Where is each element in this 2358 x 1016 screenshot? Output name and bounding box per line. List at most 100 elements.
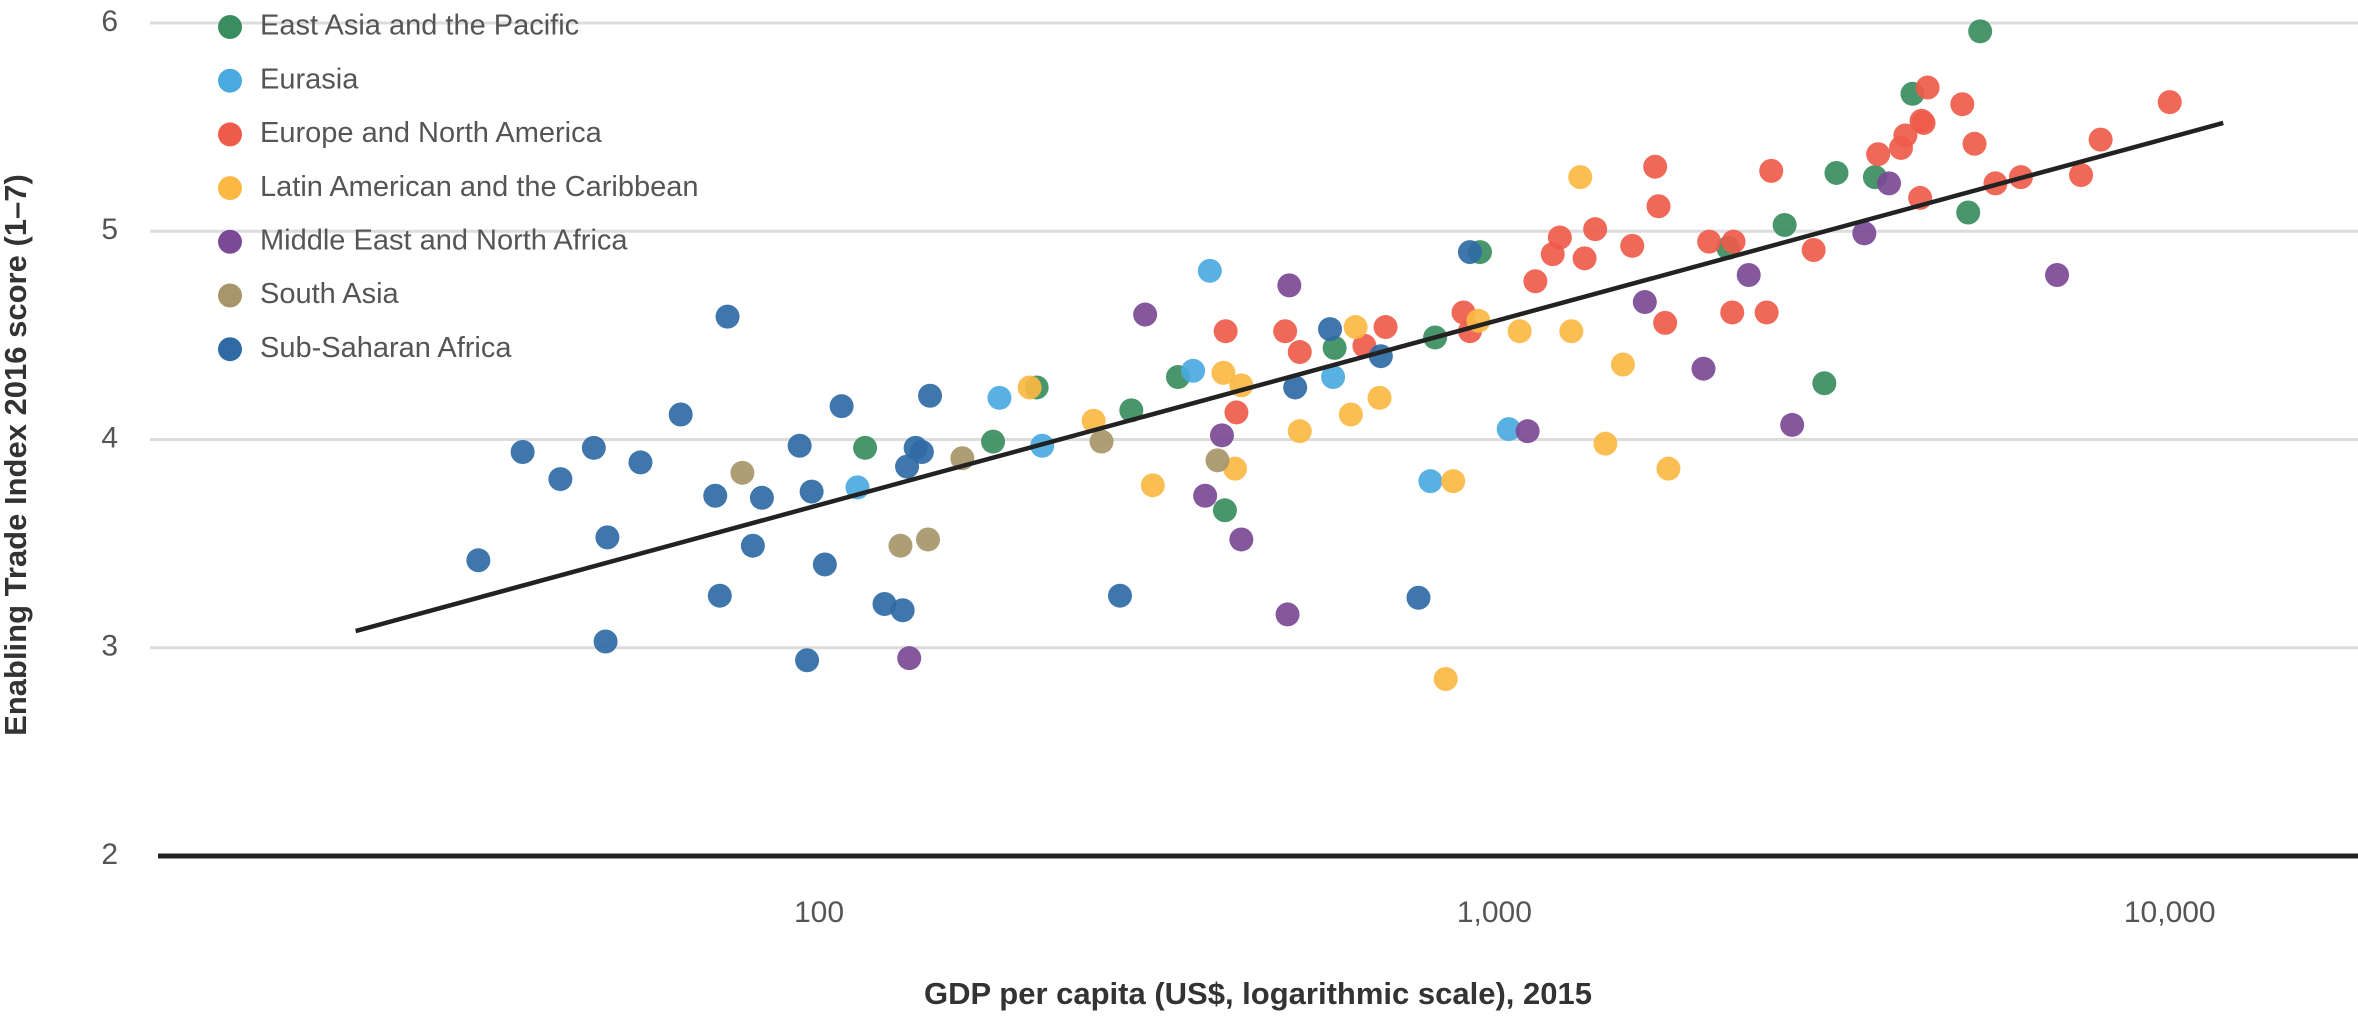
scatter-point xyxy=(1275,602,1300,627)
x-tick-label: 10,000 xyxy=(2124,896,2216,929)
scatter-point xyxy=(1852,221,1877,246)
marks xyxy=(355,19,2224,691)
grid: 2 3 4 5 6 100 1,000 10,000 xyxy=(101,5,2358,929)
legend-swatch xyxy=(218,337,242,362)
scatter-point xyxy=(1107,583,1132,608)
scatter-point xyxy=(1209,423,1234,448)
scatter-point xyxy=(1568,165,1593,190)
scatter-point xyxy=(2157,90,2182,115)
scatter-point xyxy=(1181,358,1206,383)
y-tick-label: 6 xyxy=(101,5,118,38)
scatter-point xyxy=(595,525,620,550)
legend-swatch xyxy=(218,122,242,147)
scatter-point xyxy=(1721,229,1746,254)
scatter-point xyxy=(2088,127,2113,152)
scatter-point xyxy=(1457,240,1482,265)
scatter-point xyxy=(1968,19,1993,44)
scatter-point xyxy=(853,435,878,460)
scatter-point xyxy=(510,439,535,464)
y-tick-label: 4 xyxy=(101,421,118,454)
scatter-point xyxy=(787,433,812,458)
scatter-point xyxy=(897,646,922,671)
scatter-point xyxy=(668,402,693,427)
scatter-point xyxy=(1418,469,1443,494)
scatter-point xyxy=(1496,417,1521,442)
scatter-point xyxy=(1911,110,1936,135)
scatter-point xyxy=(1140,473,1165,498)
scatter-point xyxy=(1572,246,1597,271)
legend-label: Middle East and North Africa xyxy=(260,224,628,256)
scatter-point xyxy=(1287,340,1312,365)
scatter-point xyxy=(1211,360,1236,385)
scatter-point xyxy=(1824,160,1849,185)
x-axis-title: GDP per capita (US$, logarithmic scale),… xyxy=(924,976,1592,1011)
trend-line xyxy=(355,120,2224,634)
legend-swatch xyxy=(218,15,242,39)
scatter-point xyxy=(918,383,943,408)
scatter-point xyxy=(1515,419,1540,444)
scatter-point xyxy=(1593,431,1618,456)
scatter-point xyxy=(1193,483,1218,508)
scatter-point xyxy=(1017,375,1042,400)
scatter-point xyxy=(1812,371,1837,396)
legend-label: Sub-Saharan Africa xyxy=(260,332,512,364)
scatter-point xyxy=(1780,412,1805,437)
legend-label: Europe and North America xyxy=(260,117,603,149)
scatter-point xyxy=(799,479,824,504)
scatter-point xyxy=(1950,92,1975,117)
scatter-point xyxy=(1656,456,1681,481)
scatter-point xyxy=(872,592,897,617)
scatter-point xyxy=(1321,365,1346,390)
scatter-point xyxy=(1697,229,1722,254)
scatter-point xyxy=(1915,75,1940,100)
y-tick-label: 2 xyxy=(101,838,118,871)
scatter-point xyxy=(916,527,941,552)
scatter-point xyxy=(909,439,934,464)
legend-swatch xyxy=(218,283,242,308)
legend-swatch xyxy=(218,229,242,254)
scatter-point xyxy=(890,598,915,623)
scatter-point xyxy=(1213,319,1238,344)
scatter-point xyxy=(1224,400,1249,425)
scatter-point xyxy=(1318,317,1343,342)
scatter-point xyxy=(1273,319,1298,344)
scatter-point xyxy=(1433,666,1458,691)
scatter-point xyxy=(1691,356,1716,381)
scatter-point xyxy=(1205,448,1230,473)
scatter-point xyxy=(1583,217,1608,242)
scatter-point xyxy=(1277,273,1302,298)
y-axis-title: Enabling Trade Index 2016 score (1–7) xyxy=(0,174,33,736)
scatter-point xyxy=(1962,131,1987,156)
scatter-point xyxy=(1441,469,1466,494)
legend-swatch xyxy=(218,176,242,201)
scatter-point xyxy=(987,385,1012,410)
legend-label: Eurasia xyxy=(260,63,359,95)
scatter-point xyxy=(1956,200,1981,225)
legend-label: East Asia and the Pacific xyxy=(260,10,579,42)
scatter-point xyxy=(888,533,913,558)
scatter-point xyxy=(1507,319,1532,344)
scatter-point xyxy=(1888,135,1913,160)
scatter-point xyxy=(1801,237,1826,262)
scatter-point xyxy=(1133,302,1158,327)
scatter-point xyxy=(628,450,653,475)
legend-label: South Asia xyxy=(260,278,400,310)
scatter-point xyxy=(1523,269,1548,294)
scatter-point xyxy=(1720,300,1745,325)
legend: East Asia and the Pacific Eurasia Europe a… xyxy=(218,10,699,364)
scatter-point xyxy=(707,583,732,608)
scatter-point xyxy=(812,552,837,577)
scatter-point xyxy=(1406,585,1431,610)
y-tick-label: 5 xyxy=(101,213,118,246)
scatter-point xyxy=(1653,310,1678,335)
scatter-point xyxy=(1373,315,1398,340)
scatter-point xyxy=(1646,194,1671,219)
scatter-point xyxy=(466,548,491,573)
scatter-point xyxy=(1343,315,1368,340)
scatter-point xyxy=(1754,300,1779,325)
x-tick-label: 100 xyxy=(794,896,844,929)
y-tick-label: 3 xyxy=(101,630,118,663)
scatter-point xyxy=(1643,154,1668,179)
scatter-point xyxy=(1540,242,1565,267)
